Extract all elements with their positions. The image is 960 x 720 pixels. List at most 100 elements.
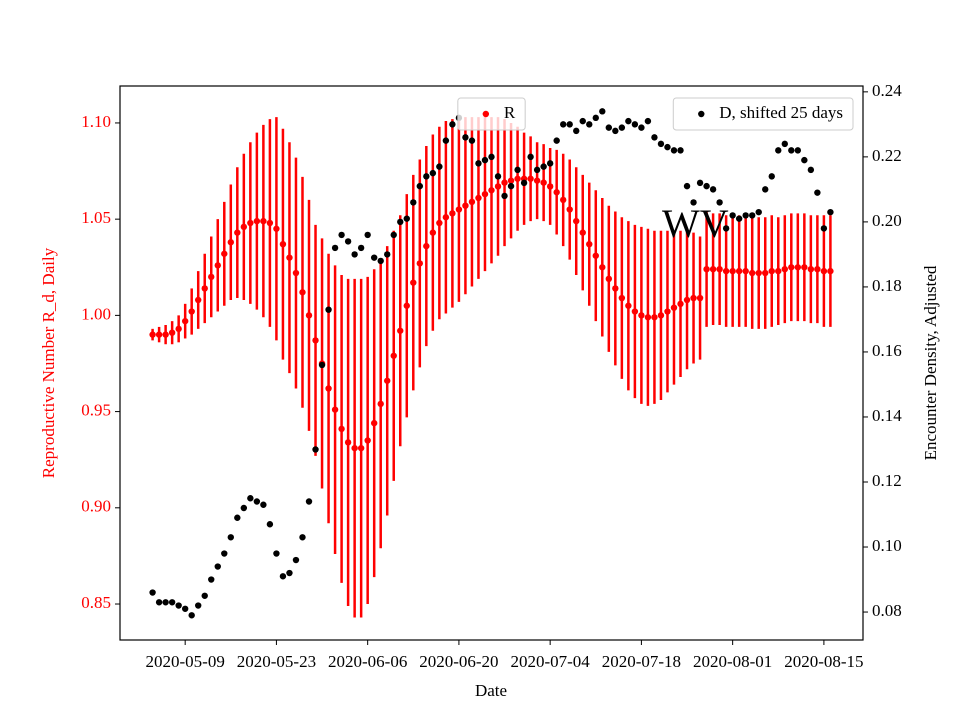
data-point: [344, 238, 352, 245]
data-point: [260, 217, 267, 225]
data-point: [449, 210, 456, 217]
data-point: [677, 300, 684, 308]
data-point: [559, 196, 567, 204]
data-point: [755, 269, 762, 277]
data-point: [188, 308, 195, 315]
data-point: [814, 265, 821, 273]
data-point: [494, 183, 502, 190]
data-point: [468, 137, 476, 144]
data-point: [696, 294, 704, 302]
x-tick-label: 2020-08-15: [784, 652, 863, 671]
data-point: [794, 147, 802, 154]
legend-label: R: [504, 103, 516, 122]
data-point: [501, 192, 508, 200]
legend-box: [457, 97, 526, 131]
data-point: [429, 169, 437, 177]
data-point: [442, 137, 450, 144]
data-point: [364, 437, 371, 444]
data-point: [168, 329, 176, 336]
y2-tick-label: 0.22: [872, 146, 902, 165]
data-point: [214, 563, 221, 570]
data-point: [638, 124, 645, 131]
data-point: [586, 240, 593, 248]
data-point: [162, 331, 169, 338]
y2-tick-label: 0.16: [872, 341, 902, 360]
x-tick-label: 2020-07-04: [510, 652, 590, 671]
data-point: [670, 304, 678, 311]
data-point: [644, 117, 652, 125]
data-point: [670, 147, 678, 154]
data-point: [253, 217, 261, 225]
data-point: [631, 121, 639, 128]
data-point: [768, 267, 775, 275]
data-point: [175, 325, 182, 333]
data-point: [208, 576, 215, 583]
y-tick-label: 1.05: [81, 208, 111, 227]
data-point: [507, 182, 515, 190]
data-point: [390, 231, 397, 239]
data-point: [286, 254, 293, 261]
data-point: [149, 331, 156, 338]
data-point: [788, 264, 795, 271]
data-point: [625, 302, 632, 309]
data-point: [618, 124, 626, 131]
data-point: [168, 599, 176, 606]
y2-tick-label: 0.24: [872, 81, 902, 100]
data-point: [357, 244, 365, 252]
data-point: [292, 556, 300, 564]
data-point: [514, 175, 521, 182]
data-point: [318, 361, 326, 369]
data-point: [559, 121, 567, 128]
data-point: [507, 177, 515, 184]
x-tick-label: 2020-07-18: [602, 652, 681, 671]
data-point: [286, 569, 293, 577]
data-point: [625, 117, 632, 125]
data-point: [749, 212, 756, 219]
data-point: [566, 206, 573, 213]
data-point: [155, 599, 163, 606]
data-point: [181, 605, 189, 612]
data-point: [683, 182, 691, 190]
data-point: [677, 147, 684, 154]
data-point: [436, 219, 443, 227]
data-point: [690, 294, 697, 302]
data-point: [266, 219, 274, 227]
data-point: [221, 550, 228, 557]
data-point: [573, 127, 580, 135]
data-point: [221, 250, 228, 257]
data-point: [801, 156, 808, 164]
y2-tick-label: 0.20: [872, 211, 902, 230]
data-point: [299, 289, 306, 296]
x-tick-label: 2020-06-20: [419, 652, 498, 671]
legend: R: [457, 97, 526, 131]
data-point: [403, 215, 410, 222]
data-point: [377, 400, 384, 408]
legend-marker: [698, 110, 705, 118]
data-point: [638, 312, 645, 319]
x-tick-label: 2020-05-09: [146, 652, 225, 671]
y-tick-label: 1.10: [81, 112, 111, 131]
data-point: [423, 242, 430, 250]
data-point: [384, 251, 391, 258]
x-tick-label: 2020-08-01: [693, 652, 772, 671]
data-point: [331, 244, 339, 252]
data-point: [696, 179, 704, 187]
data-point: [214, 262, 221, 269]
data-point: [742, 267, 749, 275]
data-point: [436, 163, 443, 170]
data-point: [722, 267, 730, 275]
data-point: [299, 534, 306, 541]
data-point: [709, 186, 717, 193]
data-point: [807, 166, 815, 174]
data-point: [488, 187, 495, 194]
data-point: [553, 137, 560, 144]
data-point: [468, 198, 476, 206]
data-point: [631, 308, 639, 315]
data-point: [410, 199, 417, 206]
data-point: [586, 121, 593, 128]
data-point: [364, 231, 371, 239]
data-point: [234, 229, 241, 236]
annotation: WV: [662, 201, 729, 246]
data-point: [716, 199, 723, 206]
x-axis-label: Date: [475, 681, 507, 700]
